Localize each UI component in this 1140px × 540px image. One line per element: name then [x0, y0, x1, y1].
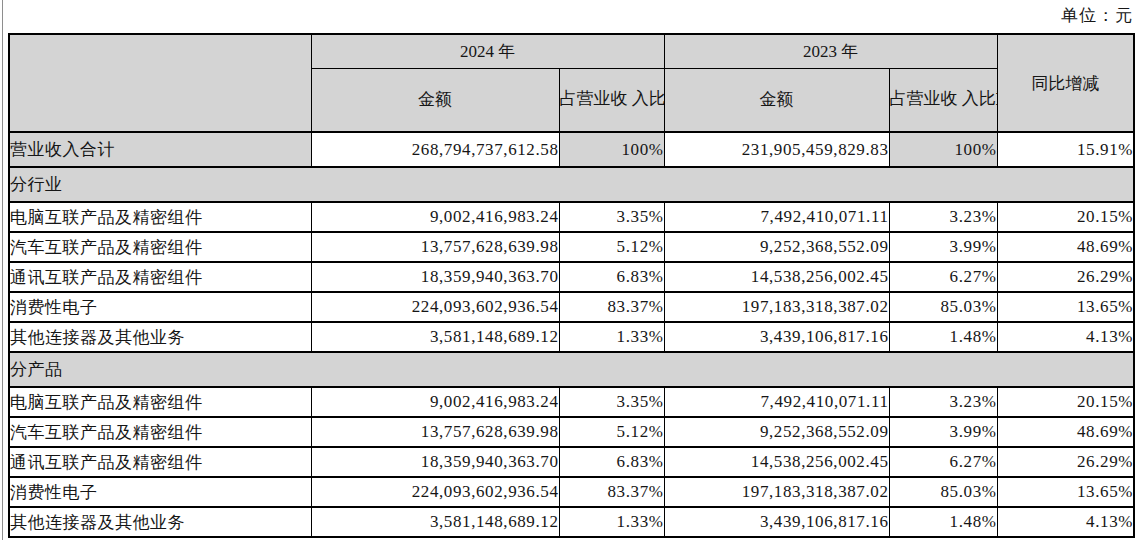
yoy-cell: 20.15% [997, 387, 1134, 417]
yoy-cell: 13.65% [997, 292, 1134, 322]
ratio-2023-cell: 100% [889, 132, 997, 167]
amount-2024-cell: 13,757,628,639.98 [311, 232, 559, 262]
ratio-2023-cell: 3.23% [889, 202, 997, 232]
ratio-2024-cell: 3.35% [559, 387, 664, 417]
header-row-years: 2024 年 2023 年 同比增减 [9, 34, 1134, 68]
yoy-cell: 15.91% [997, 132, 1134, 167]
amount-2023-cell: 3,439,106,817.16 [664, 507, 889, 537]
amount-2024-cell: 3,581,148,689.12 [311, 322, 559, 352]
table-row: 其他连接器及其他业务 3,581,148,689.12 1.33% 3,439,… [9, 322, 1134, 352]
table-row: 消费性电子 224,093,602,936.54 83.37% 197,183,… [9, 292, 1134, 322]
ratio-2023-cell: 3.99% [889, 232, 997, 262]
total-row: 营业收入合计 268,794,737,612.58 100% 231,905,4… [9, 132, 1134, 167]
page-edge-line [2, 0, 3, 540]
row-label-cell: 营业收入合计 [9, 132, 311, 167]
year-2023-header: 2023 年 [664, 34, 997, 68]
amount-2024-cell: 13,757,628,639.98 [311, 417, 559, 447]
amount-2023-cell: 197,183,318,387.02 [664, 292, 889, 322]
ratio-2024-cell: 83.37% [559, 292, 664, 322]
amount-2024-header: 金额 [311, 68, 559, 132]
row-label-cell: 电脑互联产品及精密组件 [9, 387, 311, 417]
amount-2023-header: 金额 [664, 68, 889, 132]
ratio-2023-header: 占营业收 入比重 [889, 68, 997, 132]
ratio-2024-cell: 1.33% [559, 322, 664, 352]
yoy-cell: 26.29% [997, 262, 1134, 292]
ratio-2024-cell: 100% [559, 132, 664, 167]
ratio-2023-cell: 1.48% [889, 322, 997, 352]
row-label-cell: 其他连接器及其他业务 [9, 507, 311, 537]
amount-2024-cell: 268,794,737,612.58 [311, 132, 559, 167]
row-label-cell: 电脑互联产品及精密组件 [9, 202, 311, 232]
amount-2024-cell: 18,359,940,363.70 [311, 447, 559, 477]
section-row-industry: 分行业 [9, 167, 1134, 202]
ratio-2024-cell: 83.37% [559, 477, 664, 507]
section-label-cell: 分行业 [9, 167, 1134, 202]
table-row: 消费性电子 224,093,602,936.54 83.37% 197,183,… [9, 477, 1134, 507]
amount-2023-cell: 7,492,410,071.11 [664, 387, 889, 417]
ratio-2023-cell: 6.27% [889, 447, 997, 477]
row-label-cell: 汽车互联产品及精密组件 [9, 417, 311, 447]
amount-2024-cell: 9,002,416,983.24 [311, 387, 559, 417]
row-label-cell: 汽车互联产品及精密组件 [9, 232, 311, 262]
row-label-cell: 通讯互联产品及精密组件 [9, 262, 311, 292]
corner-header-cell [9, 34, 311, 132]
yoy-cell: 13.65% [997, 477, 1134, 507]
amount-2023-cell: 14,538,256,002.45 [664, 262, 889, 292]
ratio-2024-cell: 3.35% [559, 202, 664, 232]
amount-2023-cell: 7,492,410,071.11 [664, 202, 889, 232]
ratio-2023-cell: 85.03% [889, 292, 997, 322]
yoy-cell: 4.13% [997, 322, 1134, 352]
yoy-cell: 48.69% [997, 232, 1134, 262]
amount-2023-cell: 3,439,106,817.16 [664, 322, 889, 352]
amount-2024-cell: 3,581,148,689.12 [311, 507, 559, 537]
amount-2024-cell: 224,093,602,936.54 [311, 477, 559, 507]
amount-2024-cell: 224,093,602,936.54 [311, 292, 559, 322]
ratio-2023-cell: 6.27% [889, 262, 997, 292]
ratio-2023-cell: 3.99% [889, 417, 997, 447]
amount-2024-cell: 9,002,416,983.24 [311, 202, 559, 232]
table-row: 其他连接器及其他业务 3,581,148,689.12 1.33% 3,439,… [9, 507, 1134, 537]
table-row: 电脑互联产品及精密组件 9,002,416,983.24 3.35% 7,492… [9, 202, 1134, 232]
unit-label: 单位：元 [1061, 4, 1133, 27]
ratio-2024-cell: 5.12% [559, 417, 664, 447]
ratio-2024-cell: 1.33% [559, 507, 664, 537]
ratio-2024-header: 占营业收 入比重 [559, 68, 664, 132]
table-row: 电脑互联产品及精密组件 9,002,416,983.24 3.35% 7,492… [9, 387, 1134, 417]
revenue-table: 2024 年 2023 年 同比增减 金额 占营业收 入比重 金额 占营业收 入… [8, 33, 1135, 538]
row-label-cell: 消费性电子 [9, 292, 311, 322]
amount-2024-cell: 18,359,940,363.70 [311, 262, 559, 292]
yoy-cell: 4.13% [997, 507, 1134, 537]
amount-2023-cell: 14,538,256,002.45 [664, 447, 889, 477]
amount-2023-cell: 231,905,459,829.83 [664, 132, 889, 167]
ratio-2024-cell: 6.83% [559, 447, 664, 477]
yoy-cell: 26.29% [997, 447, 1134, 477]
table-row: 通讯互联产品及精密组件 18,359,940,363.70 6.83% 14,5… [9, 262, 1134, 292]
table-row: 汽车互联产品及精密组件 13,757,628,639.98 5.12% 9,25… [9, 417, 1134, 447]
yoy-cell: 48.69% [997, 417, 1134, 447]
ratio-2023-cell: 3.23% [889, 387, 997, 417]
section-label-cell: 分产品 [9, 352, 1134, 387]
amount-2023-cell: 9,252,368,552.09 [664, 232, 889, 262]
yoy-cell: 20.15% [997, 202, 1134, 232]
year-2024-header: 2024 年 [311, 34, 664, 68]
row-label-cell: 通讯互联产品及精密组件 [9, 447, 311, 477]
amount-2023-cell: 197,183,318,387.02 [664, 477, 889, 507]
section-row-product: 分产品 [9, 352, 1134, 387]
table-row: 通讯互联产品及精密组件 18,359,940,363.70 6.83% 14,5… [9, 447, 1134, 477]
ratio-2023-cell: 1.48% [889, 507, 997, 537]
amount-2023-cell: 9,252,368,552.09 [664, 417, 889, 447]
table-row: 汽车互联产品及精密组件 13,757,628,639.98 5.12% 9,25… [9, 232, 1134, 262]
ratio-2024-cell: 6.83% [559, 262, 664, 292]
ratio-2024-cell: 5.12% [559, 232, 664, 262]
row-label-cell: 消费性电子 [9, 477, 311, 507]
ratio-2023-cell: 85.03% [889, 477, 997, 507]
row-label-cell: 其他连接器及其他业务 [9, 322, 311, 352]
report-page: 单位：元 2024 年 2023 年 同比增减 金额 占营业收 入比重 金额 占… [0, 0, 1140, 540]
yoy-header: 同比增减 [997, 34, 1134, 132]
